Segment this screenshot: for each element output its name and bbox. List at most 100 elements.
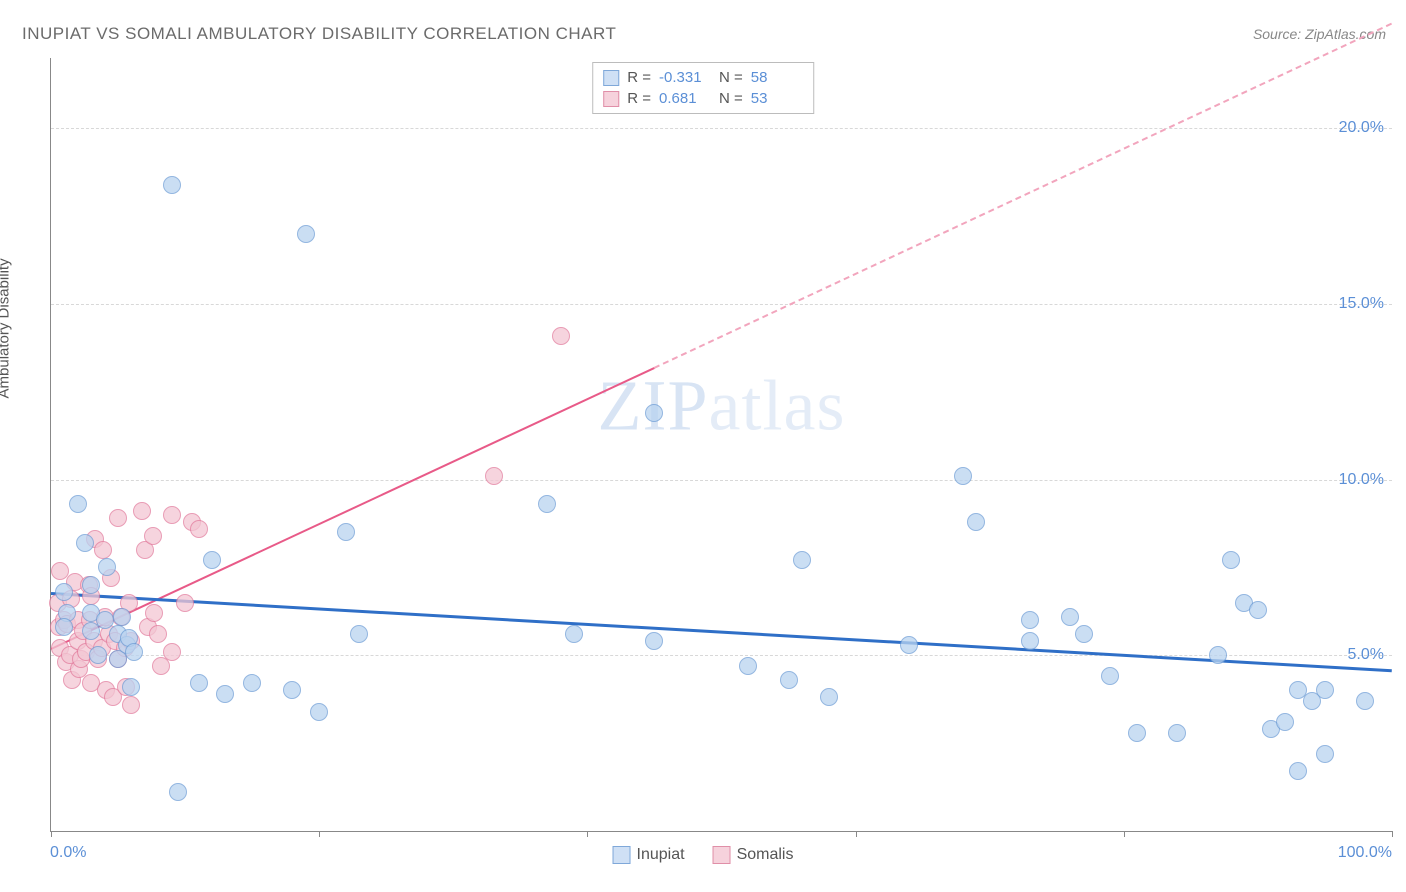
trendline [51, 592, 1392, 672]
stat-n-label: N = [719, 90, 743, 107]
scatter-point-inupiat [820, 688, 838, 706]
scatter-point-somalis [94, 541, 112, 559]
scatter-point-inupiat [96, 611, 114, 629]
plot-area: ZIPatlas 5.0%10.0%15.0%20.0% [50, 58, 1392, 832]
legend-label: Somalis [737, 846, 794, 864]
scatter-point-inupiat [169, 783, 187, 801]
y-tick-label: 15.0% [1339, 295, 1384, 313]
stat-n-value: 53 [751, 90, 803, 107]
legend-bottom: Inupiat Somalis [613, 846, 794, 864]
scatter-point-inupiat [967, 513, 985, 531]
scatter-point-inupiat [113, 608, 131, 626]
y-axis-label: Ambulatory Disability [0, 258, 13, 398]
scatter-point-inupiat [76, 534, 94, 552]
gridline [51, 480, 1392, 481]
y-tick-label: 5.0% [1348, 646, 1384, 664]
scatter-point-inupiat [310, 703, 328, 721]
scatter-point-inupiat [739, 657, 757, 675]
x-tick-mark [1392, 831, 1393, 837]
scatter-point-inupiat [1222, 551, 1240, 569]
scatter-point-inupiat [125, 643, 143, 661]
x-tick-mark [856, 831, 857, 837]
scatter-point-inupiat [900, 636, 918, 654]
scatter-point-inupiat [645, 632, 663, 650]
scatter-point-somalis [144, 527, 162, 545]
scatter-point-inupiat [1209, 646, 1227, 664]
gridline [51, 304, 1392, 305]
scatter-point-inupiat [98, 558, 116, 576]
scatter-point-inupiat [1128, 724, 1146, 742]
x-axis-max-label: 100.0% [1338, 844, 1392, 862]
scatter-point-somalis [190, 520, 208, 538]
stat-r-value: 0.681 [659, 90, 711, 107]
scatter-point-inupiat [297, 225, 315, 243]
swatch-icon [613, 846, 631, 864]
scatter-point-inupiat [1101, 667, 1119, 685]
scatter-point-inupiat [55, 618, 73, 636]
scatter-point-inupiat [538, 495, 556, 513]
scatter-point-inupiat [243, 674, 261, 692]
scatter-point-inupiat [203, 551, 221, 569]
scatter-point-inupiat [1021, 611, 1039, 629]
scatter-point-inupiat [645, 404, 663, 422]
legend-item-inupiat: Inupiat [613, 846, 685, 864]
scatter-point-inupiat [954, 467, 972, 485]
stat-n-value: 58 [751, 69, 803, 86]
scatter-point-inupiat [780, 671, 798, 689]
scatter-point-inupiat [1061, 608, 1079, 626]
scatter-point-inupiat [283, 681, 301, 699]
scatter-point-somalis [176, 594, 194, 612]
legend-label: Inupiat [637, 846, 685, 864]
scatter-point-inupiat [793, 551, 811, 569]
scatter-point-inupiat [122, 678, 140, 696]
watermark-atlas: atlas [709, 365, 846, 445]
stats-legend-box: R = -0.331 N = 58 R = 0.681 N = 53 [592, 62, 814, 114]
scatter-point-inupiat [565, 625, 583, 643]
scatter-point-somalis [149, 625, 167, 643]
x-axis-min-label: 0.0% [50, 844, 86, 862]
chart-container: INUPIAT VS SOMALI AMBULATORY DISABILITY … [0, 0, 1406, 892]
chart-title: INUPIAT VS SOMALI AMBULATORY DISABILITY … [22, 24, 616, 44]
scatter-point-inupiat [337, 523, 355, 541]
scatter-point-somalis [163, 506, 181, 524]
swatch-icon [713, 846, 731, 864]
scatter-point-somalis [163, 643, 181, 661]
legend-item-somalis: Somalis [713, 846, 794, 864]
scatter-point-somalis [133, 502, 151, 520]
scatter-point-somalis [109, 509, 127, 527]
scatter-point-inupiat [190, 674, 208, 692]
x-tick-mark [319, 831, 320, 837]
x-tick-mark [51, 831, 52, 837]
stat-r-value: -0.331 [659, 69, 711, 86]
scatter-point-inupiat [1316, 745, 1334, 763]
scatter-point-inupiat [1316, 681, 1334, 699]
scatter-point-somalis [485, 467, 503, 485]
stat-r-label: R = [627, 90, 651, 107]
scatter-point-inupiat [1289, 762, 1307, 780]
scatter-point-inupiat [1249, 601, 1267, 619]
scatter-point-somalis [122, 696, 140, 714]
scatter-point-inupiat [1168, 724, 1186, 742]
stat-n-label: N = [719, 69, 743, 86]
scatter-point-inupiat [1075, 625, 1093, 643]
swatch-icon [603, 91, 619, 107]
gridline [51, 655, 1392, 656]
scatter-point-inupiat [1276, 713, 1294, 731]
scatter-point-inupiat [69, 495, 87, 513]
stat-r-label: R = [627, 69, 651, 86]
y-tick-label: 20.0% [1339, 119, 1384, 137]
x-tick-mark [587, 831, 588, 837]
stats-row-somalis: R = 0.681 N = 53 [603, 88, 803, 109]
scatter-point-inupiat [55, 583, 73, 601]
scatter-point-somalis [145, 604, 163, 622]
y-tick-label: 10.0% [1339, 471, 1384, 489]
swatch-icon [603, 70, 619, 86]
scatter-point-inupiat [350, 625, 368, 643]
scatter-point-inupiat [82, 576, 100, 594]
scatter-point-somalis [552, 327, 570, 345]
scatter-point-inupiat [89, 646, 107, 664]
x-tick-mark [1124, 831, 1125, 837]
scatter-point-inupiat [1021, 632, 1039, 650]
stats-row-inupiat: R = -0.331 N = 58 [603, 67, 803, 88]
scatter-point-inupiat [216, 685, 234, 703]
